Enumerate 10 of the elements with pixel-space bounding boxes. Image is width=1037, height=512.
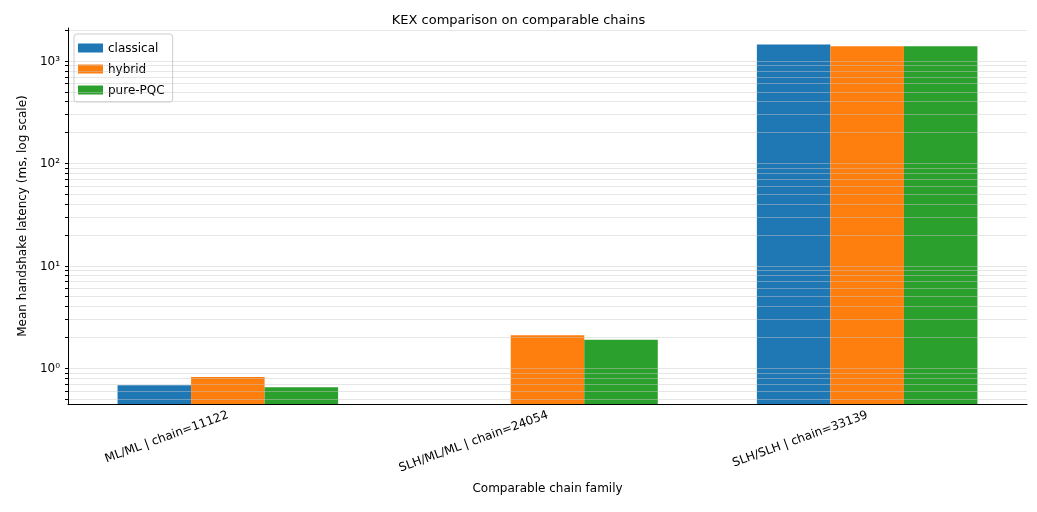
legend-label: classical [108, 41, 159, 55]
y-tick-label: 10² [39, 156, 61, 171]
legend-label: pure-PQC [108, 83, 165, 97]
y-tick-label: 10³ [39, 53, 61, 68]
legend-label: hybrid [108, 62, 147, 76]
y-tick-label: 10¹ [39, 258, 61, 273]
y-axis-title: Mean handshake latency (ms, log scale) [15, 95, 29, 337]
chart-title: KEX comparison on comparable chains [391, 12, 646, 27]
y-tick-label: 10⁰ [39, 361, 61, 376]
x-axis-title: Comparable chain family [472, 481, 623, 495]
